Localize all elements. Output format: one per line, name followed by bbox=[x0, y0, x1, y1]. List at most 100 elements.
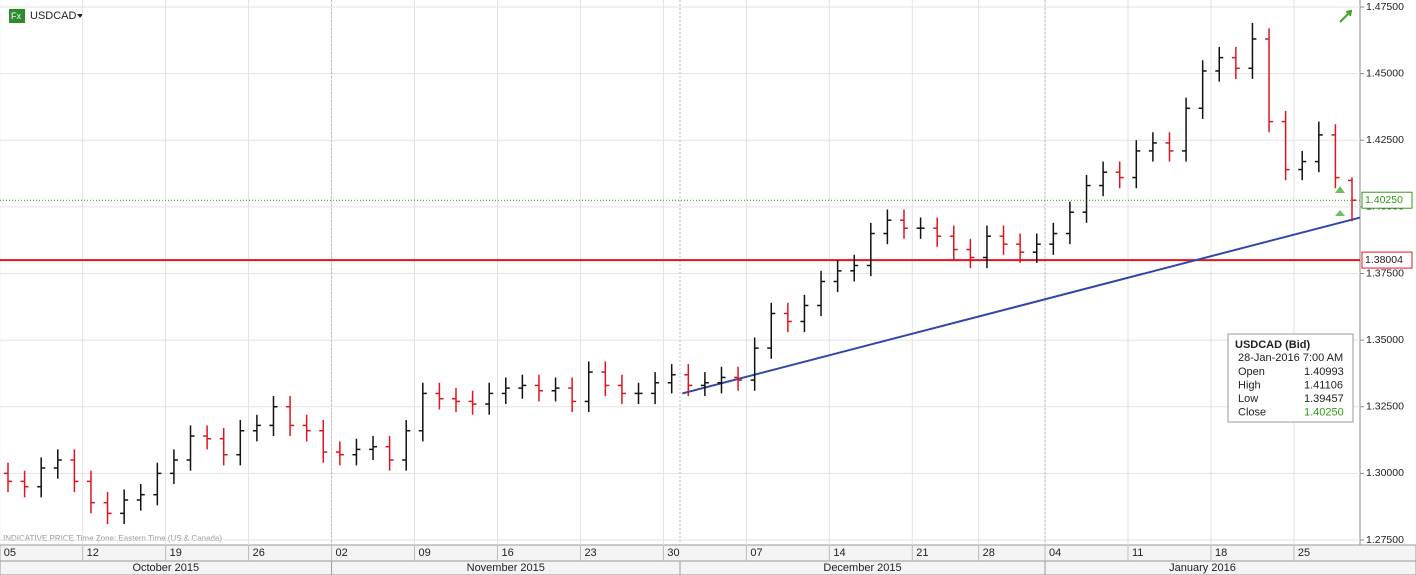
chart-title[interactable]: USDCAD bbox=[30, 10, 77, 22]
ohlc-bar bbox=[103, 492, 112, 525]
ohlc-bar bbox=[302, 414, 311, 442]
fx-icon-label: Fx bbox=[11, 11, 21, 21]
ohlc-bar bbox=[883, 209, 892, 245]
ohlc-bar bbox=[734, 366, 743, 391]
ohlc-bar bbox=[982, 225, 991, 269]
ohlc-bar bbox=[850, 254, 859, 282]
x-tick-label: 05 bbox=[4, 547, 16, 559]
y-tick-label: 1.42500 bbox=[1366, 134, 1404, 146]
y-tick-label: 1.30000 bbox=[1366, 467, 1404, 479]
price-tag-label: 1.40250 bbox=[1365, 194, 1403, 206]
ohlc-bar bbox=[1331, 124, 1340, 189]
ohlc-bar bbox=[335, 441, 344, 466]
x-tick-label: 11 bbox=[1132, 547, 1143, 559]
ohlc-bar bbox=[20, 470, 29, 498]
ohlc-bar bbox=[70, 449, 79, 493]
ohlc-bar bbox=[86, 470, 95, 514]
ohlc-bar bbox=[452, 388, 460, 413]
month-label: November 2015 bbox=[467, 562, 545, 574]
ohlc-bar bbox=[418, 382, 427, 442]
ohlc-bar bbox=[1099, 161, 1108, 197]
ohlc-bar bbox=[319, 420, 328, 463]
trend-line bbox=[682, 216, 1361, 395]
ohlc-bar bbox=[817, 270, 826, 317]
ohlc-bar bbox=[286, 396, 295, 437]
price-tag bbox=[1361, 191, 1413, 209]
ohlc-bar bbox=[534, 374, 543, 402]
ohlc-bar bbox=[369, 436, 378, 461]
x-tick-label: 25 bbox=[1298, 547, 1310, 559]
ohlc-bar bbox=[4, 462, 12, 493]
x-tick-label: 09 bbox=[419, 547, 431, 559]
ohlc-bar bbox=[551, 377, 560, 402]
ohlc-bar bbox=[1281, 110, 1290, 181]
fx-icon bbox=[9, 9, 25, 23]
ohlc-bar bbox=[1182, 97, 1191, 162]
ohlc-bar bbox=[352, 438, 361, 466]
ohlc-bar bbox=[767, 302, 776, 359]
ohlc-bar bbox=[783, 302, 792, 333]
ohlc-bar bbox=[1215, 46, 1224, 82]
ohlc-bar bbox=[269, 396, 278, 437]
x-tick-label: 02 bbox=[336, 547, 348, 559]
ohlc-bar bbox=[916, 217, 925, 239]
x-tick-label: 07 bbox=[750, 547, 762, 559]
month-label: December 2015 bbox=[823, 562, 901, 574]
x-tick-label: 23 bbox=[584, 547, 596, 559]
ohlc-bar bbox=[800, 294, 809, 333]
ohlc-bar bbox=[252, 414, 261, 442]
y-tick-label: 1.45000 bbox=[1366, 67, 1404, 79]
ohlc-bar bbox=[651, 372, 660, 405]
y-tick-label: 1.35000 bbox=[1366, 334, 1404, 346]
ohlc-bar bbox=[1016, 233, 1025, 263]
ohlc-bar bbox=[966, 238, 975, 269]
ohlc-bar bbox=[717, 366, 726, 394]
ohlc-bar bbox=[684, 364, 693, 397]
ohlc-bar bbox=[518, 374, 527, 399]
x-tick-label: 12 bbox=[87, 547, 99, 559]
ohlc-bar bbox=[584, 361, 593, 413]
ohlc-bar bbox=[1065, 201, 1074, 245]
tooltip-title: USDCAD (Bid) bbox=[1235, 339, 1310, 351]
price-tag bbox=[1361, 251, 1413, 269]
ohlc-bar bbox=[1314, 121, 1323, 173]
ohlc-bar bbox=[1248, 22, 1257, 79]
x-tick-label: 04 bbox=[1049, 547, 1061, 559]
ohlc-bar bbox=[53, 449, 62, 479]
ohlc-bar bbox=[634, 382, 643, 405]
tooltip-row-value: 1.40250 bbox=[1304, 406, 1344, 418]
ohlc-bar bbox=[933, 217, 942, 247]
tooltip-row-value: 1.39457 bbox=[1304, 393, 1344, 405]
ohlc-bar bbox=[169, 449, 178, 485]
ohlc-bar bbox=[700, 372, 709, 397]
ohlc-bar bbox=[1265, 28, 1274, 133]
ohlc-bar bbox=[219, 428, 228, 466]
ohlc-bar bbox=[1231, 46, 1240, 79]
ohlc-bar bbox=[236, 420, 245, 466]
ohlc-bar bbox=[833, 260, 842, 293]
ohlc-bar bbox=[568, 377, 577, 413]
ohlc-bar bbox=[949, 225, 958, 261]
ohlc-bar bbox=[617, 374, 626, 405]
ohlc-bar bbox=[999, 225, 1008, 255]
ohlc-bar bbox=[750, 337, 759, 391]
tooltip-row-label: Close bbox=[1238, 406, 1266, 418]
footnote: INDICATIVE PRICE Time Zone: Eastern Time… bbox=[3, 534, 222, 543]
y-tick-label: 1.32500 bbox=[1366, 401, 1404, 413]
tooltip-time: 28-Jan-2016 7:00 AM bbox=[1238, 352, 1343, 364]
x-axis-band bbox=[0, 544, 1416, 575]
ohlc-bar bbox=[186, 425, 195, 471]
tooltip-row-label: Low bbox=[1238, 393, 1258, 405]
y-tick-label: 1.37500 bbox=[1366, 267, 1404, 279]
month-label: October 2015 bbox=[132, 562, 199, 574]
ohlc-bar bbox=[203, 425, 212, 450]
x-tick-label: 30 bbox=[667, 547, 679, 559]
dropdown-arrow[interactable] bbox=[77, 14, 83, 18]
ohlc-bar bbox=[501, 377, 510, 405]
x-tick-label: 26 bbox=[253, 547, 265, 559]
y-tick-label: 1.47500 bbox=[1366, 1, 1404, 13]
ohlc-bar bbox=[1148, 132, 1157, 162]
ohlc-bar bbox=[900, 209, 908, 239]
